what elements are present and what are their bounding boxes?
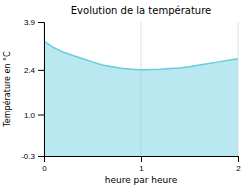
tick: 1.0 — [24, 111, 44, 120]
tick: 3.9 — [24, 18, 44, 27]
x-grid — [44, 22, 238, 156]
tick-mark — [141, 156, 142, 162]
x-axis-title: heure par heure — [105, 175, 178, 185]
tick: -0.3 — [21, 152, 44, 161]
tick-label: 3.9 — [24, 18, 36, 27]
tick-label: 1.0 — [24, 111, 36, 120]
axis-domain — [38, 23, 45, 157]
tick: 2 — [236, 156, 241, 173]
tick-label: 0 — [42, 164, 47, 173]
tick-mark — [38, 70, 44, 71]
tick-mark — [238, 156, 239, 162]
chart: 0 1 2 -0.3 1.0 2.4 3.9 Evolution de la températ… — [0, 0, 250, 188]
tick: 0 — [42, 156, 47, 173]
plot-area: 0 1 2 -0.3 1.0 2.4 3.9 — [21, 18, 241, 173]
line — [44, 41, 238, 70]
y-axis: -0.3 1.0 2.4 3.9 — [21, 18, 44, 161]
tick: 1 — [139, 156, 144, 173]
tick-label: -0.3 — [21, 152, 35, 161]
title: Evolution de la température — [71, 5, 211, 16]
y-axis-title: Température en °C — [2, 51, 12, 128]
tick-label: 2.4 — [24, 66, 36, 75]
x-axis: 0 1 2 — [42, 156, 241, 173]
axis-domain — [45, 157, 239, 163]
tick-mark — [38, 22, 44, 23]
tick-mark — [38, 115, 44, 116]
tick-mark — [38, 156, 44, 157]
tick: 2.4 — [24, 66, 44, 75]
area — [44, 41, 238, 156]
tick-label: 2 — [236, 164, 241, 173]
marks — [44, 41, 238, 156]
tick-label: 1 — [139, 164, 144, 173]
